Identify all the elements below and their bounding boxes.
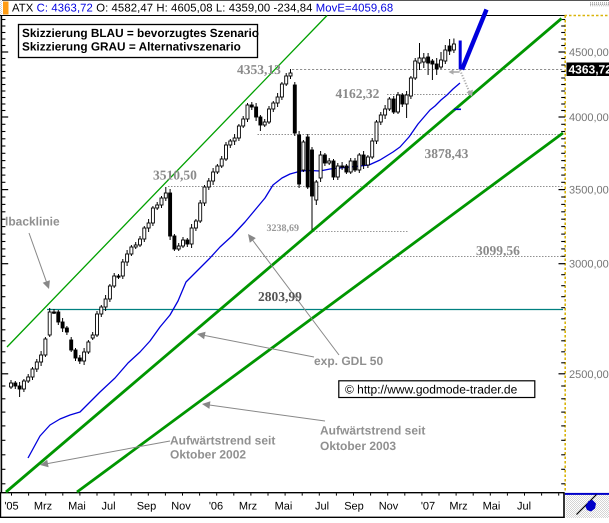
svg-text:3099,56: 3099,56 — [476, 243, 520, 258]
svg-text:4000,00: 4000,00 — [569, 112, 609, 124]
svg-text:Mrz: Mrz — [449, 501, 467, 513]
svg-text:Jul: Jul — [517, 501, 531, 513]
svg-text:exp. GDL 50: exp. GDL 50 — [314, 354, 383, 368]
svg-text:3878,43: 3878,43 — [425, 146, 469, 161]
svg-text:3510,50: 3510,50 — [153, 168, 197, 183]
svg-text:Skizzierung BLAU = bevorzugtes: Skizzierung BLAU = bevorzugtes Szenario — [22, 26, 259, 40]
svg-text:© http://www.godmode-trader.de: © http://www.godmode-trader.de — [345, 383, 518, 397]
svg-text:Aufwärtstrend seit: Aufwärtstrend seit — [170, 434, 275, 448]
svg-text:lbacklinie: lbacklinie — [5, 215, 60, 229]
svg-text:4363,72: 4363,72 — [569, 63, 609, 77]
svg-text:Jul: Jul — [101, 501, 115, 513]
svg-text:4500,00: 4500,00 — [569, 47, 609, 59]
svg-text:2500,00: 2500,00 — [569, 369, 609, 381]
svg-text:3000,00: 3000,00 — [569, 259, 609, 271]
svg-text:4162,32: 4162,32 — [336, 86, 380, 101]
svg-text:Mai: Mai — [483, 501, 501, 513]
svg-text:Sep: Sep — [344, 501, 364, 513]
svg-text:Sep: Sep — [137, 501, 157, 513]
svg-text:Nov: Nov — [379, 501, 399, 513]
svg-text:4353,13: 4353,13 — [237, 62, 281, 77]
svg-text:3500,00: 3500,00 — [569, 185, 609, 197]
svg-text:3238,69: 3238,69 — [267, 223, 300, 234]
svg-text:Aufwärtstrend seit: Aufwärtstrend seit — [320, 424, 425, 438]
svg-text:'06: '06 — [209, 501, 223, 513]
svg-text:Skizzierung GRAU = Alternativs: Skizzierung GRAU = Alternativszenario — [22, 40, 241, 54]
svg-text:Oktober 2003: Oktober 2003 — [320, 439, 396, 453]
svg-text:Jul: Jul — [315, 501, 329, 513]
svg-text:ATX C: 4363,72 O: 4582,47 H: 4: ATX C: 4363,72 O: 4582,47 H: 4605,08 L: … — [12, 3, 393, 15]
svg-text:Mai: Mai — [275, 501, 293, 513]
svg-text:Mai: Mai — [68, 501, 86, 513]
svg-text:2803,99: 2803,99 — [258, 289, 302, 304]
svg-text:Mrz: Mrz — [239, 501, 257, 513]
svg-text:Oktober 2002: Oktober 2002 — [170, 448, 246, 462]
svg-text:'05: '05 — [4, 501, 18, 513]
svg-text:Nov: Nov — [171, 501, 191, 513]
svg-text:Mrz: Mrz — [34, 501, 52, 513]
svg-text:'07: '07 — [421, 501, 435, 513]
